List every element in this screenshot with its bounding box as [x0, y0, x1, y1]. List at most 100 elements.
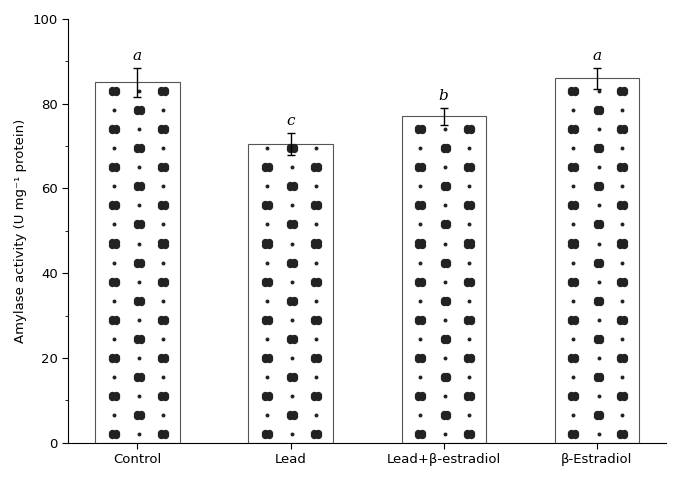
Point [593, 278, 604, 286]
Point [568, 182, 579, 190]
Point [157, 411, 168, 419]
Point [416, 315, 427, 323]
Point [135, 296, 146, 303]
Point [591, 412, 602, 420]
Point [108, 411, 119, 419]
Point [595, 143, 606, 151]
Point [288, 374, 299, 382]
Point [462, 201, 473, 208]
Point [464, 259, 475, 266]
Point [132, 107, 143, 115]
Point [159, 124, 170, 132]
Point [593, 202, 604, 209]
Point [285, 410, 296, 418]
Point [159, 88, 170, 96]
Point [110, 239, 121, 246]
Point [159, 279, 170, 287]
Y-axis label: Amylase activity (U mg⁻¹ protein): Amylase activity (U mg⁻¹ protein) [14, 119, 27, 343]
Point [566, 201, 577, 208]
Point [159, 277, 170, 285]
Point [462, 126, 473, 134]
Point [570, 86, 581, 94]
Point [465, 391, 476, 399]
Point [438, 336, 449, 344]
Point [591, 260, 602, 267]
Point [134, 202, 145, 209]
Point [287, 392, 298, 400]
Point [442, 412, 453, 420]
Point [309, 203, 320, 210]
Point [591, 222, 602, 229]
Point [440, 278, 451, 286]
Point [465, 317, 476, 324]
Point [615, 393, 626, 401]
Point [615, 277, 626, 285]
Point [312, 355, 323, 363]
Point [309, 353, 320, 360]
Point [566, 126, 577, 134]
Point [159, 86, 170, 94]
Point [566, 393, 577, 401]
Point [413, 277, 424, 285]
Point [615, 391, 626, 399]
Point [309, 429, 320, 437]
Point [107, 239, 118, 246]
Point [107, 393, 118, 401]
Point [309, 279, 320, 287]
Point [413, 124, 424, 132]
Point [263, 393, 274, 401]
Point [108, 297, 119, 304]
Point [570, 124, 581, 132]
Point [108, 221, 119, 228]
Point [263, 429, 274, 437]
Point [107, 124, 118, 132]
Point [413, 126, 424, 134]
Point [413, 162, 424, 170]
Point [260, 239, 271, 246]
Point [285, 296, 296, 303]
Point [570, 203, 581, 210]
Point [442, 183, 453, 191]
Point [288, 258, 299, 265]
Point [110, 126, 121, 134]
Point [110, 432, 121, 439]
Point [617, 411, 628, 419]
Point [438, 334, 449, 342]
Point [287, 316, 298, 324]
Point [566, 88, 577, 96]
Point [619, 353, 630, 360]
Point [619, 432, 630, 439]
Point [287, 354, 298, 362]
Point [156, 279, 167, 287]
Point [159, 315, 170, 323]
Point [591, 298, 602, 306]
Point [442, 334, 453, 342]
Point [595, 296, 606, 303]
Point [260, 391, 271, 399]
Point [159, 241, 170, 249]
Point [110, 277, 121, 285]
Point [591, 183, 602, 191]
Point [110, 241, 121, 249]
Point [416, 124, 427, 132]
Point [132, 336, 143, 344]
Point [570, 88, 581, 96]
Point [107, 317, 118, 324]
Point [263, 355, 274, 363]
Point [288, 260, 299, 267]
Point [619, 429, 630, 437]
Point [263, 317, 274, 324]
Point [462, 277, 473, 285]
Point [413, 279, 424, 287]
Point [465, 429, 476, 437]
Point [591, 143, 602, 151]
Point [413, 429, 424, 437]
Point [415, 144, 426, 152]
Point [568, 106, 579, 114]
Point [157, 373, 168, 381]
Point [595, 258, 606, 265]
Point [263, 203, 274, 210]
Point [465, 203, 476, 210]
Point [135, 222, 146, 229]
Point [566, 429, 577, 437]
